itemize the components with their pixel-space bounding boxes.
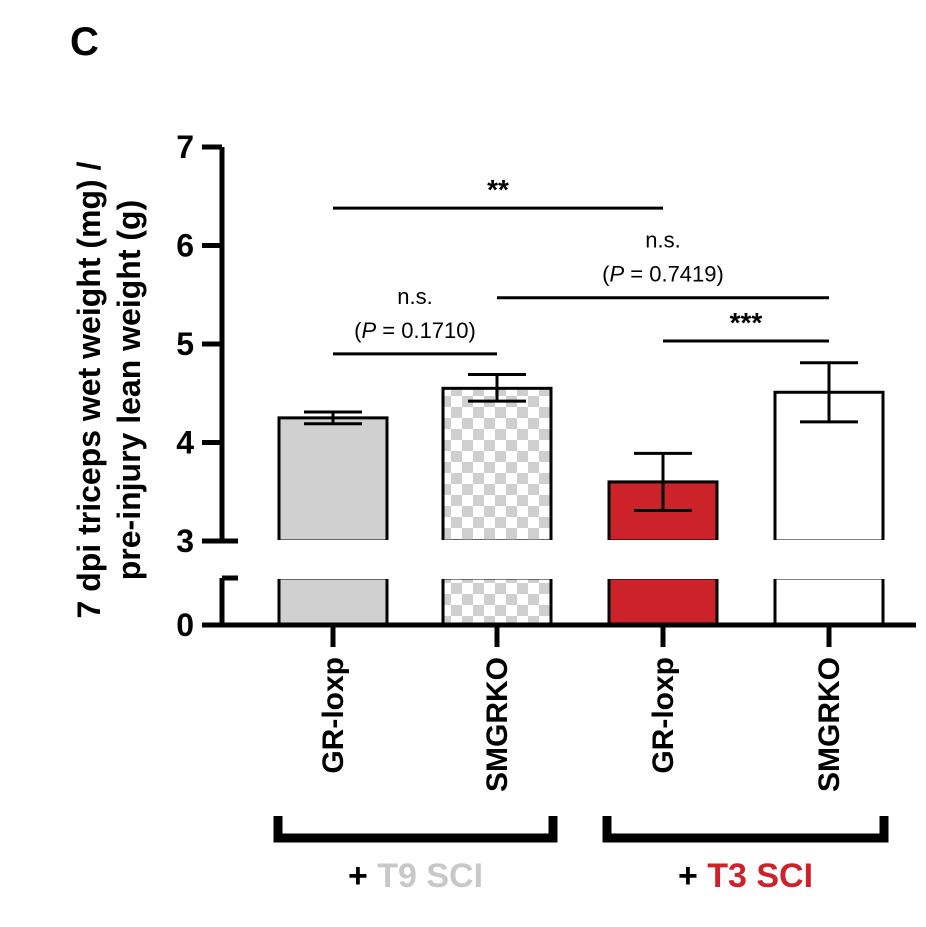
p-value-label: (P = 0.7419) bbox=[602, 262, 724, 287]
bar bbox=[277, 416, 389, 543]
y-axis-title-line2: pre-injury lean weight (g) bbox=[111, 200, 147, 580]
category-label: SMGRKO bbox=[813, 657, 846, 792]
bar-lower-segment bbox=[773, 576, 885, 627]
significance-stars: *** bbox=[730, 307, 763, 338]
p-value-label: (P = 0.1710) bbox=[354, 318, 476, 343]
bar-break-gap bbox=[606, 540, 720, 579]
x-axis-labels: GR-loxp SMGRKO GR-loxp SMGRKO bbox=[317, 625, 846, 792]
bars bbox=[202, 386, 916, 628]
bar-break-gap bbox=[772, 540, 886, 579]
bar-break-gap bbox=[276, 540, 390, 579]
group-bracket bbox=[602, 816, 889, 843]
y-tick-label: 5 bbox=[176, 326, 194, 362]
y-tick-label: 6 bbox=[176, 228, 194, 264]
y-tick-label: 3 bbox=[176, 523, 194, 559]
significance-stars: ** bbox=[487, 174, 509, 205]
y-tick-label: 0 bbox=[176, 607, 194, 643]
group-brackets: + T9 SCI + T3 SCI bbox=[273, 816, 889, 895]
y-tick-label: 4 bbox=[176, 425, 194, 461]
category-label: GR-loxp bbox=[647, 657, 680, 774]
significance-annotations: ** n.s. (P = 0.1710) n.s. (P = 0.7419)*** bbox=[333, 174, 829, 356]
group-bracket bbox=[273, 816, 558, 843]
significance-label: n.s. bbox=[645, 228, 680, 253]
group-label: + T9 SCI bbox=[348, 857, 483, 895]
error-bars bbox=[304, 361, 858, 512]
significance-label: n.s. bbox=[397, 284, 432, 309]
bar-break-gap bbox=[440, 540, 554, 579]
bar bbox=[441, 386, 553, 543]
y-axis-title-line1: 7 dpi triceps wet weight (mg) / bbox=[71, 161, 107, 618]
bar-lower-segment bbox=[441, 576, 553, 627]
category-label: SMGRKO bbox=[481, 657, 514, 792]
category-label: GR-loxp bbox=[317, 657, 350, 774]
panel-letter: C bbox=[70, 20, 99, 64]
bar-lower-segment bbox=[277, 576, 389, 627]
y-tick-label: 7 bbox=[176, 129, 194, 165]
bar-lower-segment bbox=[607, 576, 719, 627]
group-label: + T3 SCI bbox=[678, 857, 813, 895]
